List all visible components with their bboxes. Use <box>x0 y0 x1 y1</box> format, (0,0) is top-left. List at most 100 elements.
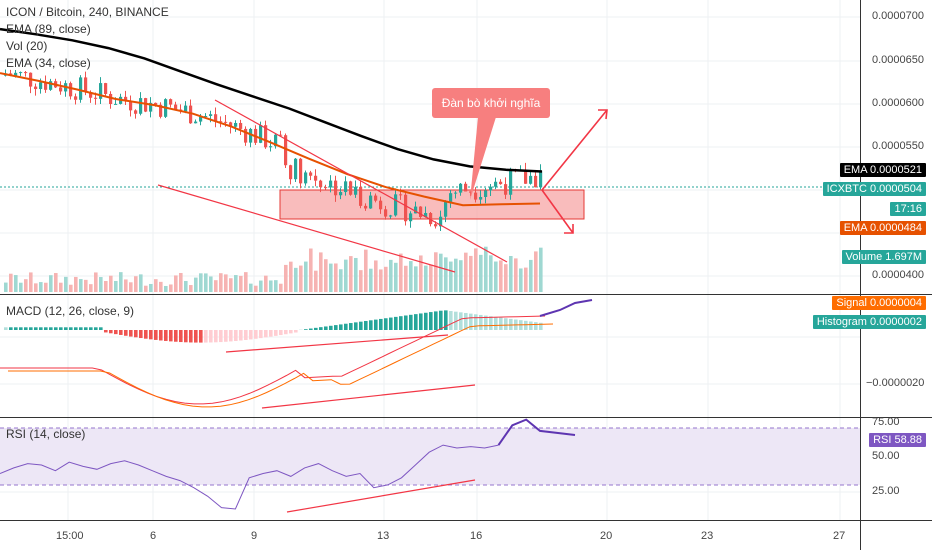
candle-body <box>404 194 408 222</box>
macd-hist-bar <box>134 330 138 338</box>
volume-bar <box>24 279 28 292</box>
candle-body <box>79 77 83 100</box>
volume-bar <box>344 259 348 292</box>
macd-hist-bar <box>464 312 468 330</box>
candle-body <box>494 181 498 187</box>
rsi-legend[interactable]: RSI (14, close) <box>6 427 86 441</box>
volume-bar <box>459 260 463 292</box>
candle-body <box>19 72 23 74</box>
symbol-title[interactable]: ICON / Bitcoin, 240, BINANCE <box>6 5 169 19</box>
candle-body <box>294 158 298 180</box>
volume-bar <box>204 273 208 292</box>
volume-bar <box>69 284 73 292</box>
rsi-tick-3: 25.00 <box>872 485 900 497</box>
rsi-trendline <box>286 479 476 513</box>
macd-hist-bar <box>284 330 288 335</box>
macd-hist-bar <box>404 315 408 330</box>
volume-bar <box>499 260 503 292</box>
candle-body <box>234 122 238 127</box>
macd-hist-bar <box>454 311 458 330</box>
macd-hist-bar <box>34 327 38 330</box>
candle-body <box>344 181 348 193</box>
macd-hist-bar <box>524 320 528 330</box>
ema89-legend[interactable]: EMA (89, close) <box>6 22 91 36</box>
macd-hist-bar <box>254 330 258 339</box>
volume-bar <box>244 272 248 292</box>
rsi-projection-line <box>497 418 576 446</box>
candle-body <box>499 181 503 185</box>
volume-bar <box>464 252 468 292</box>
candle-body <box>354 186 358 195</box>
volume-bar <box>364 249 368 292</box>
time-tick-3: 9 <box>251 530 258 542</box>
volume-bar <box>199 273 203 292</box>
volume-bar <box>159 281 163 292</box>
candle-body <box>194 121 198 124</box>
macd-hist-bar <box>359 321 363 330</box>
volume-bar <box>434 252 438 292</box>
volume-bar <box>489 255 493 292</box>
macd-hist-bar <box>264 330 268 338</box>
candle-body <box>444 201 448 217</box>
macd-legend[interactable]: MACD (12, 26, close, 9) <box>6 304 135 318</box>
candle-body <box>104 83 108 94</box>
macd-hist-bar <box>114 330 118 335</box>
macd-hist-bar <box>334 325 338 330</box>
macd-hist-bar <box>349 323 353 330</box>
candle-body <box>539 170 543 188</box>
macd-hist-bar <box>459 312 463 330</box>
macd-hist-bar <box>149 330 153 340</box>
candle-body <box>349 181 353 195</box>
volume-bar <box>324 259 328 292</box>
macd-hist-bar <box>319 327 323 330</box>
candle-body <box>274 134 278 147</box>
ema-89-line <box>0 27 543 173</box>
candle-body <box>224 121 228 123</box>
macd-line <box>0 315 546 405</box>
candle-body <box>129 100 133 111</box>
volume-legend[interactable]: Vol (20) <box>6 39 48 53</box>
candle-body <box>94 97 98 99</box>
volume-bar <box>239 275 243 292</box>
volume-bar <box>9 273 13 292</box>
volume-bar <box>124 279 128 292</box>
candle-body <box>379 200 383 210</box>
volume-bar <box>359 270 363 292</box>
price-tick-4: 0.0000550 <box>872 140 924 152</box>
macd-histogram <box>4 310 543 343</box>
macd-hist-bar <box>169 330 173 342</box>
volume-bar <box>169 284 173 292</box>
macd-hist-bar <box>409 314 413 330</box>
candle-body <box>59 87 63 92</box>
volume-bar <box>99 277 103 292</box>
macd-hist-bar <box>259 330 263 339</box>
macd-hist-bar <box>504 318 508 330</box>
candle-body <box>44 82 48 90</box>
macd-hist-bar <box>444 310 448 330</box>
candle-body <box>259 125 263 143</box>
candle-body <box>439 216 443 227</box>
macd-hist-bar <box>14 327 18 330</box>
volume-bar <box>449 261 453 292</box>
volume-bar <box>264 275 268 292</box>
candle-body <box>209 114 213 116</box>
volume-tag: Volume 1.697M <box>841 250 926 264</box>
candle-body <box>369 195 373 209</box>
annotation-callout[interactable]: Đàn bò khởi nghĩa <box>432 88 550 118</box>
volume-bar <box>144 285 148 292</box>
rsi-tick-1: 75.00 <box>872 416 900 428</box>
ema34-legend[interactable]: EMA (34, close) <box>6 56 91 70</box>
macd-projection-line <box>539 299 593 317</box>
macd-hist-bar <box>274 330 278 336</box>
candle-body <box>249 128 253 143</box>
volume-bar <box>519 268 523 292</box>
macd-hist-bar <box>219 330 223 343</box>
macd-hist-bar <box>324 326 328 330</box>
volume-bar <box>479 254 483 292</box>
callout-pointer <box>470 117 496 200</box>
volume-bar <box>74 276 78 292</box>
macd-hist-bar <box>289 330 293 334</box>
volume-bar <box>174 275 178 292</box>
